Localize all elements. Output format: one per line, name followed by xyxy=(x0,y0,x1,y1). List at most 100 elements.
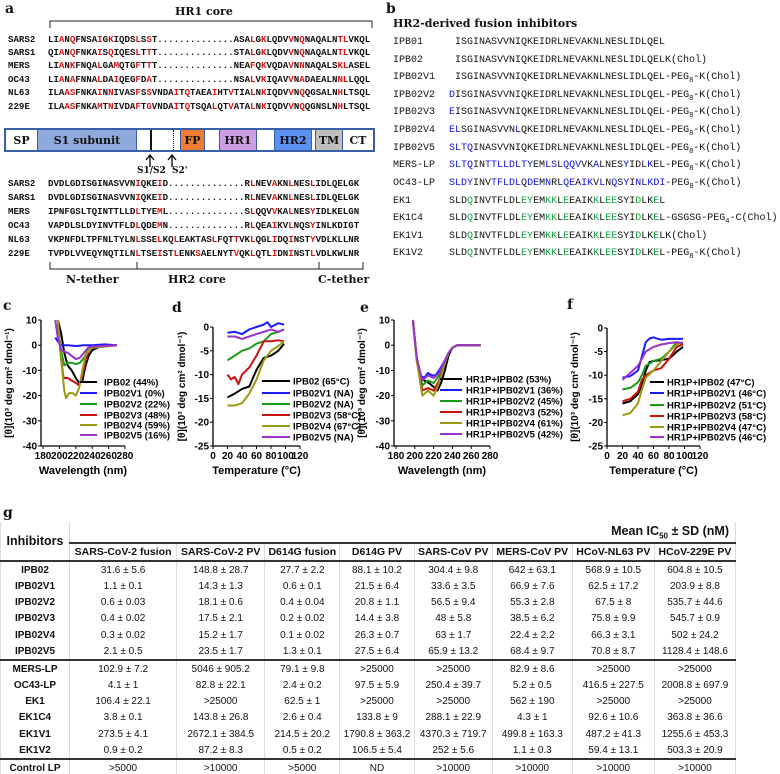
residues: D..............R xyxy=(162,192,250,203)
ic50-cell: 0.5 ± 0.2 xyxy=(264,742,341,760)
ic50-cell: 304.4 ± 9.8 xyxy=(413,561,493,579)
legend-label: IPB02V2 (22%) xyxy=(104,400,170,411)
y-tick-label: -25 xyxy=(589,442,604,453)
legend-label: IPB02V5 (NA) xyxy=(293,433,354,444)
residues: NAQALS xyxy=(304,60,338,71)
highlighted-residues: A xyxy=(69,74,76,85)
highlighted-residues: Q xyxy=(69,34,76,45)
ic50-cell: >25000 xyxy=(413,693,493,710)
residues: N xyxy=(293,74,300,85)
highlighted-residues: K xyxy=(261,101,267,112)
column-header: HCoV-NL63 PV xyxy=(571,541,655,563)
ic50-cell: 38.5 ± 6.2 xyxy=(491,610,573,627)
x-tick-label: 280 xyxy=(482,451,499,462)
ic50-cell: 27.5 ± 6.4 xyxy=(339,643,415,661)
residues: NES xyxy=(293,206,311,217)
highlighted-residues: L xyxy=(599,178,606,189)
highlighted-residues: Y xyxy=(310,206,316,217)
residues: QK xyxy=(239,248,251,259)
tail: -PEG xyxy=(665,90,690,101)
table-row: IPB02 31.6 ± 5.6 148.8 ± 28.7 27.7 ± 2.2 88.… xyxy=(0,561,737,579)
highlighted-residues: SLTQ xyxy=(449,160,474,171)
highlighted-residues: A xyxy=(58,74,65,85)
ic50-cell: >10000 xyxy=(571,758,655,774)
residues: DA xyxy=(102,74,114,85)
hr1-core-bracket xyxy=(49,20,373,28)
highlighted-residues: Y xyxy=(310,234,316,245)
table-row: IPB02V4 0.3 ± 0.02 15.2 ± 1.7 0.1 ± 0.02 26.… xyxy=(0,626,737,644)
residues: QGSALN xyxy=(304,87,338,98)
series-line-2 xyxy=(226,328,285,362)
highlighted-residues: S xyxy=(195,248,201,259)
x-tick-label: 280 xyxy=(117,451,134,462)
residues: ATA xyxy=(233,101,251,112)
residues: N xyxy=(64,60,70,71)
inhibitor-sequence: SLDQINVTFLDLEYEMKKLEEAIKKLEESYIDLKEL-GSG… xyxy=(449,213,778,228)
legend-label: IPB02V1 (NA) xyxy=(293,389,354,400)
highlighted-residues: L xyxy=(310,192,316,203)
residues: L xyxy=(557,160,564,171)
residues: QT xyxy=(217,101,229,112)
ic50-cell: 65.9 ± 13.2 xyxy=(413,643,493,661)
residues: ILA xyxy=(48,87,65,98)
highlighted-residues: L xyxy=(310,178,316,189)
highlighted-residues: K xyxy=(593,231,600,242)
residues: EM xyxy=(533,248,546,259)
highlighted-residues: K xyxy=(593,248,600,259)
residues: NEV xyxy=(255,178,272,189)
legend-label: IPB02V4 (59%) xyxy=(104,421,170,432)
residues: L xyxy=(599,196,606,207)
residues: VKQL xyxy=(348,47,371,58)
residues: INV xyxy=(473,178,492,189)
residues: IQDV xyxy=(266,101,289,112)
residues: N xyxy=(293,34,300,45)
highlighted-residues: I xyxy=(271,220,278,231)
residues: LK xyxy=(641,196,654,207)
tail: -PEG xyxy=(665,72,690,83)
ic50-cell: 0.4 ± 0.04 xyxy=(264,594,341,611)
ic50-cell: 33.6 ± 3.5 xyxy=(413,578,493,595)
highlighted-residues: KDI xyxy=(647,178,666,189)
ic50-cell: 82.8 ± 22.1 xyxy=(176,677,266,694)
highlighted-residues: I xyxy=(135,178,141,189)
inhibitor-name: IPB02V4 xyxy=(393,125,436,136)
table-row: EK1V2 0.9 ± 0.2 87.2 ± 8.3 0.5 ± 0.2 106.5 ±… xyxy=(0,742,737,760)
table-row: EK1V1 273.5 ± 4.1 2672.1 ± 384.5 214.5 ± 20… xyxy=(0,726,737,743)
residues: ISGINASVVNIQKEIDRLNEVAKNLNESLIDLQEL xyxy=(455,37,666,48)
legend-label: IPB02V4 (67°C) xyxy=(293,422,361,433)
highlighted-residues: EE xyxy=(605,248,618,259)
row-label: IPB02 xyxy=(0,561,70,579)
y-tick-label: -10 xyxy=(376,366,391,377)
ic50-cell: 3.8 ± 0.1 xyxy=(68,709,178,727)
residues: IQES xyxy=(113,47,136,58)
legend-label: HR1P+IPB02V3 (52%) xyxy=(466,408,563,419)
hr1-core-label: HR1 core xyxy=(175,5,233,18)
series-line-4 xyxy=(56,319,117,400)
highlighted-residues: I xyxy=(288,234,294,245)
ic50-cell: 102.9 ± 7.2 xyxy=(68,659,178,678)
inhibitor-sequence: SLDQINVTFLDLEYEMKKLEEAIKKLEESYIDLKEL-PEG… xyxy=(449,248,742,263)
highlighted-residues: A xyxy=(146,74,152,85)
residues: ISGINASVVNIQKEIDRLNEVAKNLNESLIDLQEL xyxy=(455,107,666,118)
x-tick-label: 60 xyxy=(648,451,660,462)
legend-label: HR1P+IPB02V2 (45%) xyxy=(466,397,563,408)
residues: N xyxy=(293,101,300,112)
species-name: SARS2 xyxy=(8,178,36,189)
legend-label: IPB02 (44%) xyxy=(104,378,158,389)
ic50-cell: 502 ± 24.2 xyxy=(653,626,737,644)
residues: LTSQL xyxy=(343,87,371,98)
highlighted-residues: K xyxy=(261,87,267,98)
highlighted-residues: K xyxy=(108,34,114,45)
residues: T..............NSA xyxy=(151,74,251,85)
table-body: IPB02 31.6 ± 5.6 148.8 ± 28.7 27.7 ± 2.2 88.… xyxy=(0,561,737,774)
ic50-cell: >25000 xyxy=(571,693,655,710)
highlighted-residues: L xyxy=(250,87,256,98)
highlighted-residues: M xyxy=(157,206,163,217)
ic50-cell: 27.7 ± 2.2 xyxy=(264,561,341,579)
legend-label: HR1P+IPB02 (53%) xyxy=(466,375,551,386)
highlighted-residues: L xyxy=(135,234,141,245)
highlighted-residues: AS xyxy=(64,87,76,98)
domain-hr2: HR2 xyxy=(274,130,312,150)
highlighted-residues: K xyxy=(647,160,654,171)
species-name: 229E xyxy=(8,248,30,259)
